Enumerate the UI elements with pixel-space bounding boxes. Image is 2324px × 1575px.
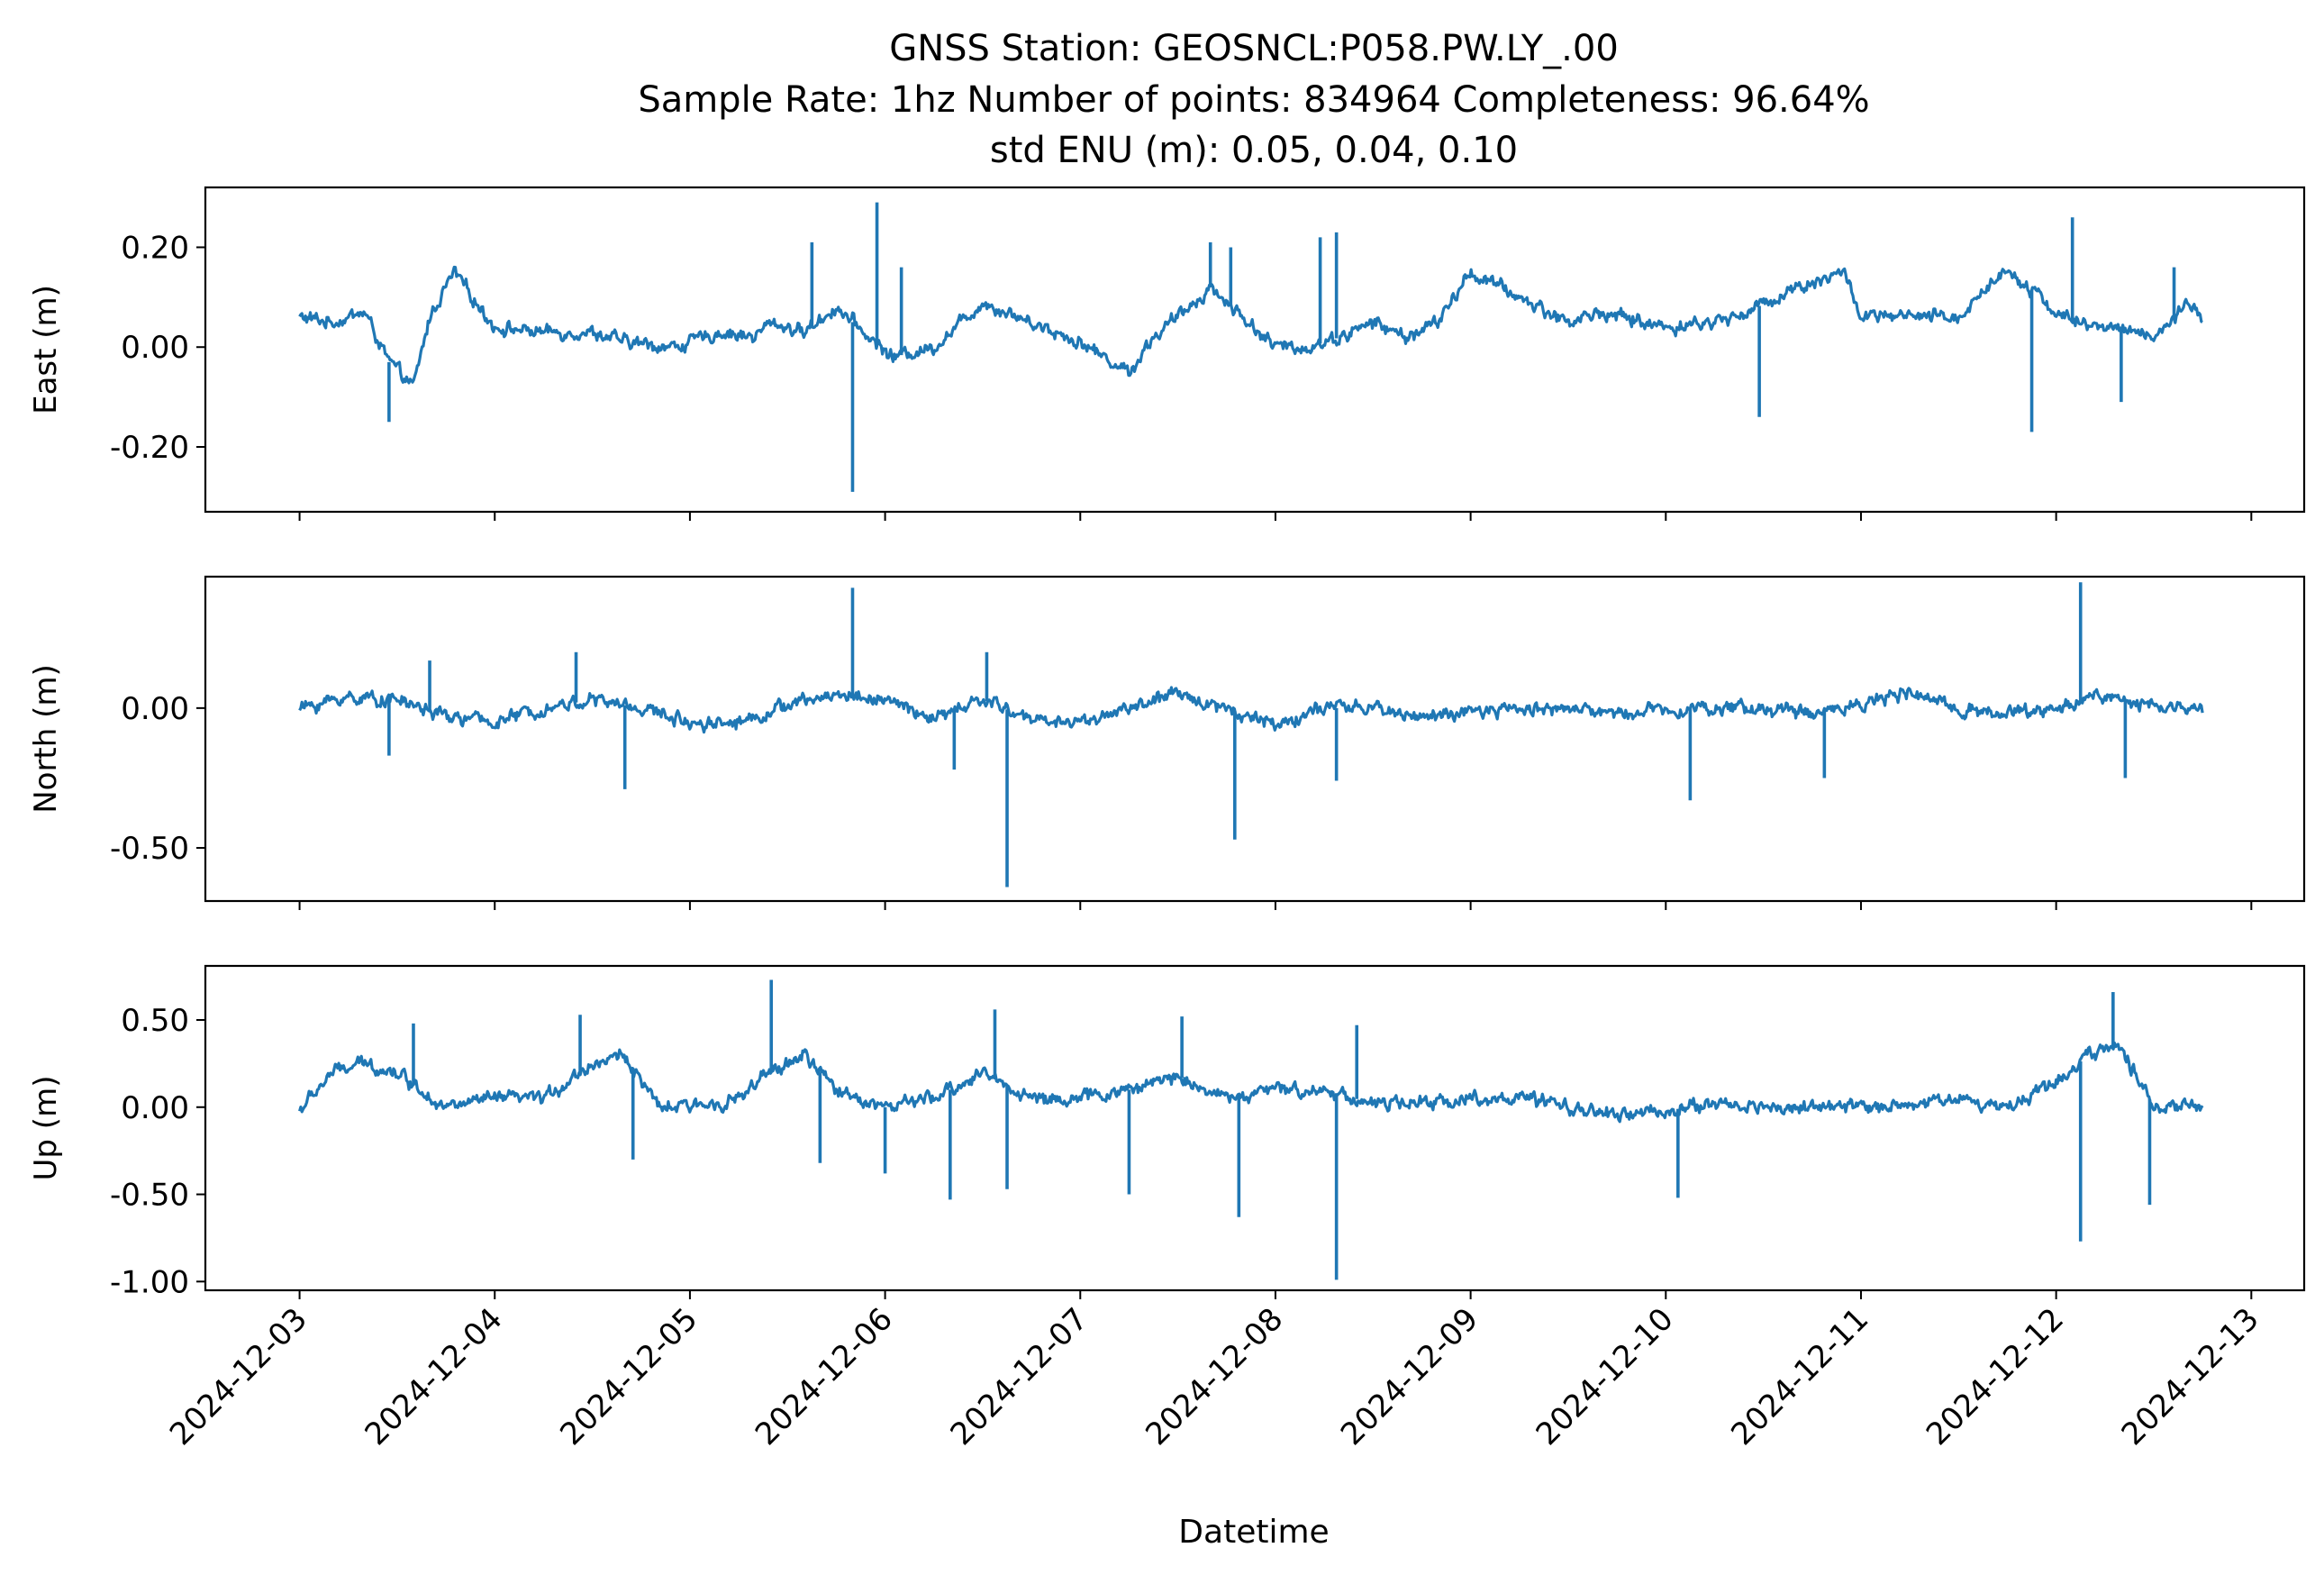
- title-line-3: std ENU (m): 0.05, 0.04, 0.10: [990, 130, 1518, 171]
- title-line-2: Sample Rate: 1hz Number of points: 83496…: [638, 79, 1869, 121]
- y-tick-label: 0.00: [121, 330, 189, 366]
- y-tick-label: 0.20: [121, 230, 189, 266]
- title-line-1: GNSS Station: GEOSNCL:P058.PW.LY_.00: [889, 28, 1619, 69]
- x-axis-label: Datetime: [1178, 1514, 1329, 1551]
- y-axis-label: North (m): [28, 664, 64, 814]
- figure-title: GNSS Station: GEOSNCL:P058.PW.LY_.00 Sam…: [638, 28, 1869, 171]
- data-line: [298, 265, 2203, 385]
- y-tick-label: -1.00: [110, 1264, 189, 1300]
- subplot-north: 0.00 -0.50 North (m): [28, 575, 2306, 910]
- y-tick-label: -0.50: [110, 1178, 189, 1214]
- y-tick-label: 0.50: [121, 1003, 189, 1039]
- data-line: [298, 686, 2204, 734]
- axes-frame: [204, 186, 2306, 514]
- y-tick-label: 0.00: [121, 691, 189, 727]
- y-tick-label: -0.20: [110, 430, 189, 466]
- y-tick-label: -0.50: [110, 831, 189, 867]
- y-tick-label: 0.00: [121, 1090, 189, 1126]
- subplot-east: 0.20 0.00 -0.20 East (m): [28, 186, 2306, 521]
- axes-frame: [204, 575, 2306, 903]
- data-line: [298, 1041, 2204, 1124]
- y-axis-label: Up (m): [28, 1076, 64, 1181]
- y-axis-label: East (m): [28, 285, 64, 414]
- axes-frame: [204, 964, 2306, 1292]
